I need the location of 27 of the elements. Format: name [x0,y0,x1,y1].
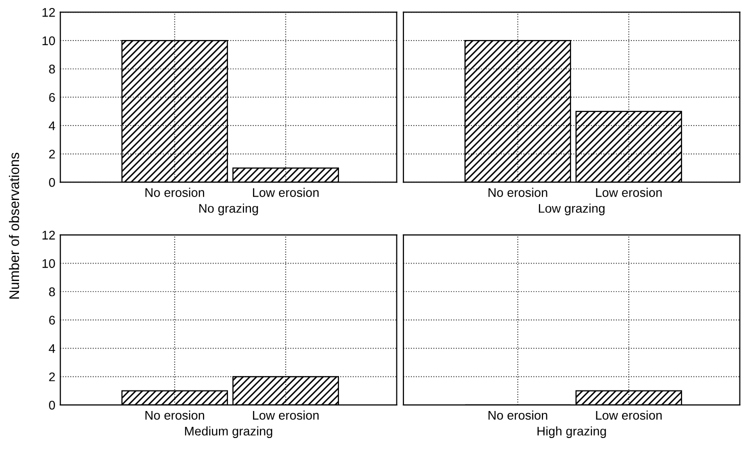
x-axis-title: Medium grazing [185,426,272,438]
y-tick-label: 8 [49,287,55,296]
y-tick-label: 8 [49,64,55,74]
x-tick-label: No erosion [488,410,548,420]
x-tick-label: Low erosion [596,410,662,420]
y-tick-label: 12 [42,8,55,17]
x-tick-label: Low erosion [253,410,319,420]
y-tick-label: 6 [49,93,55,102]
x-tick-label: Low erosion [253,188,319,197]
y-tick-label: 2 [49,150,55,158]
x-tick-label: Low erosion [596,188,662,197]
y-tick-label: 0 [49,178,55,187]
x-tick-label: No erosion [145,188,204,197]
y-tick-label: 10 [42,36,55,46]
y-tick-label: 0 [49,400,55,410]
x-tick-label: No erosion [488,188,548,197]
y-tick-label: 2 [49,372,55,382]
y-tick-label: 4 [48,344,56,353]
x-axis-title: No grazing [199,204,258,216]
y-tick-label: 4 [48,121,56,130]
y-axis-title: Number of observations [8,152,20,299]
x-axis-title: Low grazing [538,204,605,216]
x-tick-label: No erosion [145,410,204,420]
x-axis-title: High grazing [538,426,606,438]
y-tick-label: 12 [42,230,55,240]
y-tick-label: 6 [49,316,55,325]
y-tick-label: 10 [42,259,55,268]
